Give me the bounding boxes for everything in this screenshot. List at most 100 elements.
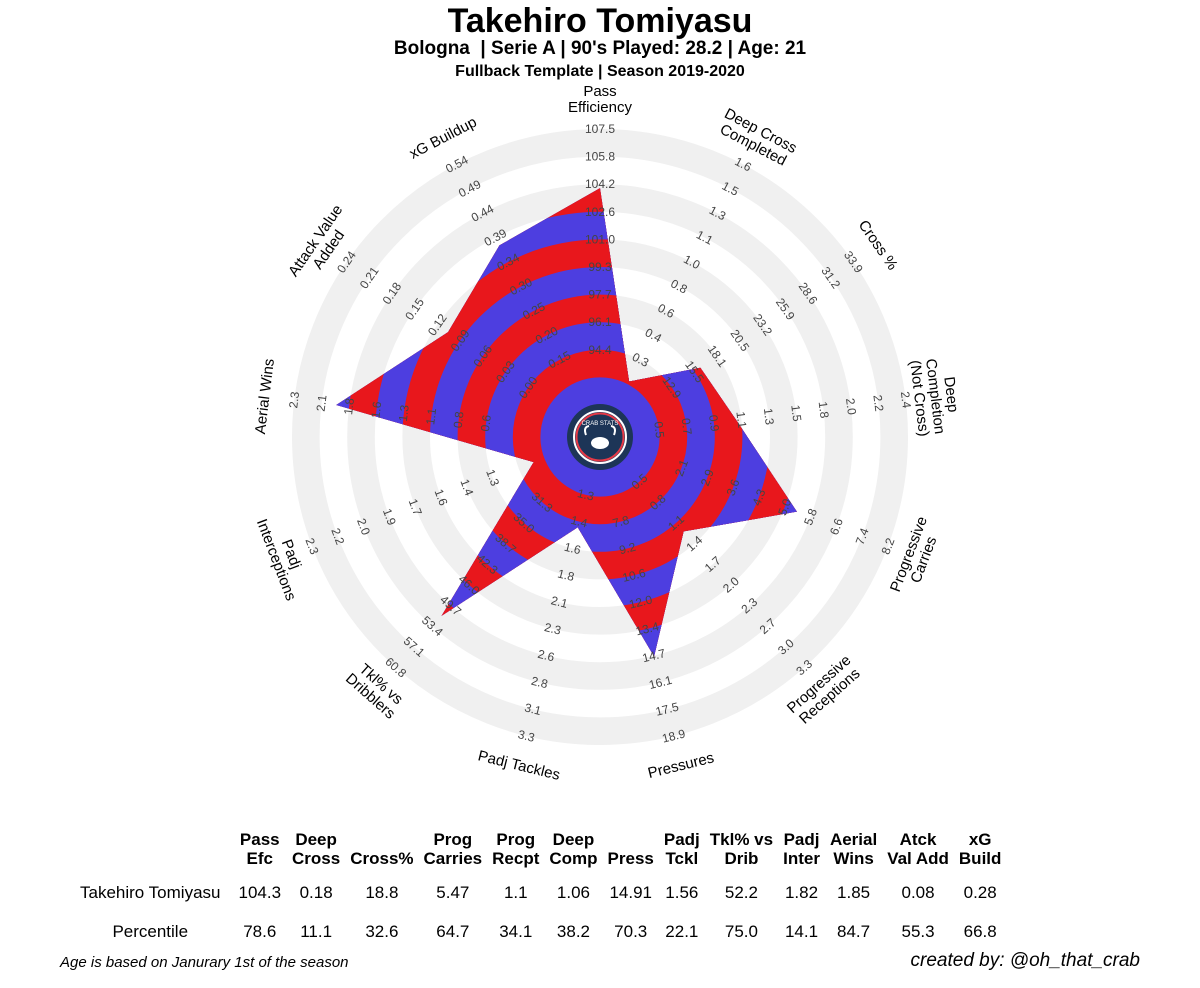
tick-label: 102.6 (585, 205, 615, 219)
tick-label: 1.4 (569, 513, 589, 531)
axis-label: xG Buildup (407, 114, 480, 163)
table-cell: 0.18 (299, 883, 333, 902)
tick-label: 1.3 (483, 467, 502, 488)
table-cell: 11.1 (300, 922, 333, 941)
tick-label: 2.1 (550, 593, 570, 611)
tick-label: 1.4 (457, 477, 476, 498)
table-cell: 1.1 (503, 883, 528, 902)
tick-label: 17.5 (654, 700, 680, 719)
tick-labels: 94.4 96.1 97.7 99.3 101.0 102.6 104.2 105.8 107.… (286, 122, 914, 746)
tick-label: 104.2 (585, 177, 615, 191)
tick-label: 0.6 (656, 301, 678, 321)
tick-label: 0.4 (643, 325, 665, 345)
column-header: Atck Val Add (887, 830, 949, 868)
table-cell: 1.82 (784, 883, 819, 902)
background-ring (291, 128, 909, 746)
axis-label: Padj Tackles (476, 747, 562, 784)
tick-label: 2.3 (286, 390, 302, 409)
tick-label: 2.1 (672, 457, 691, 478)
tick-label: 3.3 (517, 727, 537, 745)
table-cell: 34.1 (499, 922, 533, 941)
tick-label: 94.4 (588, 343, 612, 357)
tick-label: 6.6 (827, 516, 846, 537)
tick-label: 3.6 (724, 477, 743, 498)
tick-label: 1.8 (816, 401, 832, 420)
tick-label: 8.2 (879, 536, 898, 557)
axis-label: Pass Efficiency (568, 83, 632, 116)
tick-label: 18.9 (661, 726, 687, 745)
table-cell: 0.08 (901, 883, 935, 902)
tick-label: 16.1 (647, 673, 673, 692)
table-cell: 1.85 (837, 883, 871, 902)
axis-label: Aerial Wins (252, 358, 278, 435)
table-cell: 66.8 (963, 922, 997, 941)
tick-label: 1.6 (732, 154, 754, 174)
table-row: Takehiro Tomiyasu 104.3 0.18 18.8 5.47 1.1 1.0… (70, 876, 1006, 910)
tick-label: 2.3 (302, 536, 321, 557)
table-cell: 22.1 (665, 922, 699, 941)
tick-label: 0.9 (706, 414, 722, 433)
column-header: Padj Inter (783, 830, 820, 868)
row-label: Takehiro Tomiyasu (80, 883, 221, 902)
tick-label: 1.9 (380, 507, 399, 528)
table-cell: 64.7 (436, 922, 470, 941)
crab-stats-logo: CRAB STATS (567, 404, 633, 470)
tick-label: 2.0 (843, 397, 859, 416)
tick-label: 2.3 (543, 620, 563, 638)
tick-label: 1.3 (707, 203, 729, 223)
tick-label: 7.4 (853, 526, 872, 547)
tick-label: 99.3 (588, 260, 612, 274)
tick-label: 0.3 (630, 350, 652, 370)
axis-label: ProgressiveCarries (887, 514, 946, 600)
tick-label: 1.3 (576, 486, 596, 504)
column-header: Press (607, 849, 654, 868)
column-header: Padj Tckl (663, 830, 700, 868)
tick-label: 1.6 (368, 400, 384, 419)
table-cell: 1.06 (556, 883, 590, 902)
column-header: Pass Efc (239, 830, 280, 868)
tick-label: 1.5 (788, 404, 804, 423)
table-row: Percentile 78.6 11.1 32.6 64.7 34.1 38.2 70.3 22… (70, 910, 1006, 949)
tick-label: 1.8 (341, 397, 357, 416)
tick-label: 1.8 (556, 566, 576, 584)
table-cell: 0.28 (963, 883, 997, 902)
stats-header-row: Pass Efc Deep Cross Cross% Prog Carries Prog Rec… (70, 828, 1006, 876)
tick-label: 2.2 (870, 394, 886, 413)
table-cell: 38.2 (556, 922, 590, 941)
tick-label: 1.6 (563, 540, 583, 558)
tick-label: 7.8 (611, 513, 631, 531)
tick-label: 97.7 (588, 288, 612, 302)
tick-label: 105.8 (585, 150, 615, 164)
axis-label: Pressures (646, 749, 716, 782)
column-header: Prog Carries (423, 830, 483, 868)
tick-label: 2.2 (328, 526, 347, 547)
tick-label: 96.1 (588, 315, 612, 329)
tick-label: 1.3 (396, 404, 412, 423)
table-cell: 84.7 (837, 922, 871, 941)
tick-label: 1.7 (406, 497, 425, 518)
header-blank (70, 828, 232, 876)
column-header: Deep Cross (292, 830, 341, 868)
tick-label: 3.1 (523, 700, 543, 718)
table-cell: 75.0 (724, 922, 758, 941)
table-cell: 78.6 (243, 922, 277, 941)
tick-label: 2.4 (898, 391, 914, 410)
chart-subtitle-template: Fullback Template | Season 2019-2020 (455, 63, 745, 80)
tick-label: 0.8 (668, 276, 690, 296)
tick-label: 0.6 (478, 414, 494, 433)
chart-title: Takehiro Tomiyasu (447, 2, 753, 40)
column-header: Prog Recpt (492, 830, 540, 868)
table-cell: 70.3 (614, 922, 648, 941)
table-cell: 5.47 (436, 883, 470, 902)
stats-table: Pass Efc Deep Cross Cross% Prog Carries Prog Rec… (70, 828, 1006, 949)
tick-label: 14.7 (641, 646, 667, 665)
tick-label: 5.0 (775, 497, 794, 518)
tick-label: 1.1 (694, 227, 716, 247)
tick-label: 2.9 (698, 467, 717, 488)
row-label: Percentile (112, 922, 189, 941)
tick-label: 0.8 (451, 410, 467, 429)
tick-label: 1.1 (733, 411, 749, 430)
table-cell: 14.91 (609, 883, 652, 902)
column-header: xG Build (958, 830, 1002, 868)
table-cell: 14.1 (784, 922, 819, 941)
